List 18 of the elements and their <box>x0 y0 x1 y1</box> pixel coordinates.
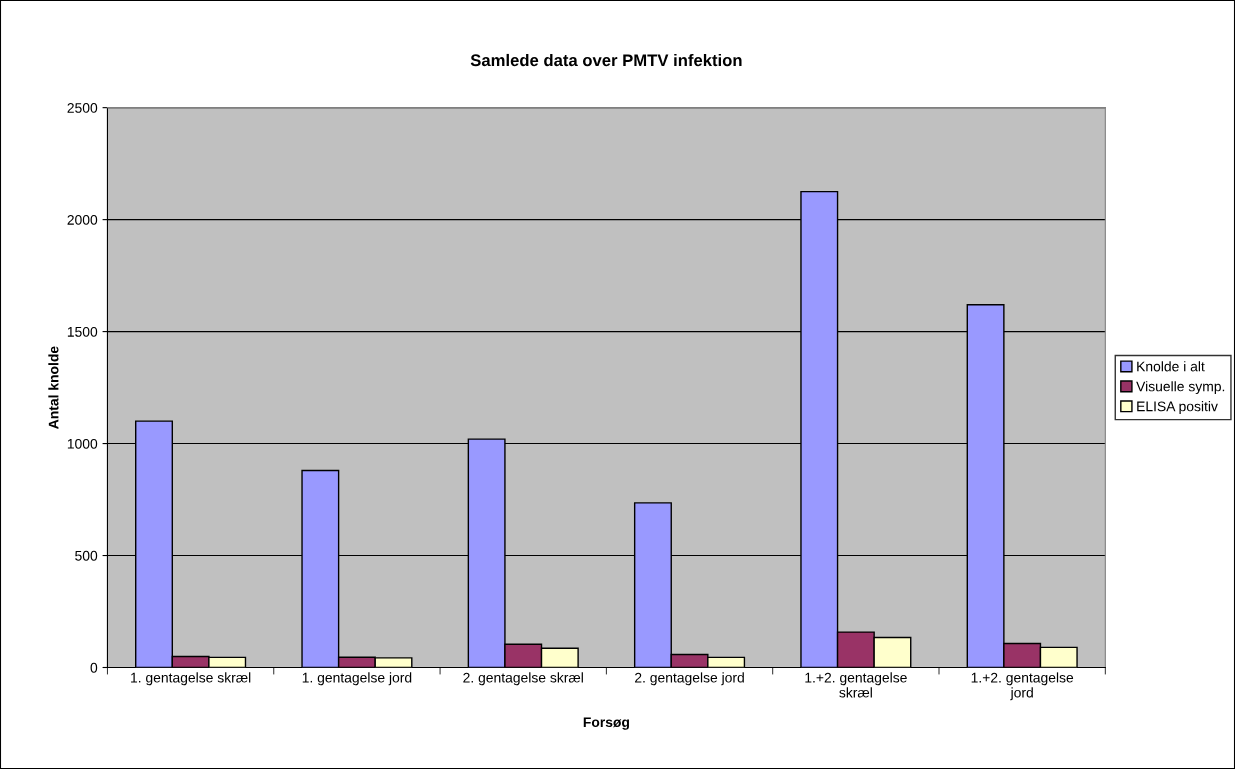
y-tick-label: 1000 <box>67 438 98 449</box>
y-tick-label: 0 <box>90 662 98 673</box>
x-tick-label: 2. gentagelse jord <box>635 672 744 686</box>
legend-label: Visuelle symp. <box>1136 381 1225 395</box>
x-tick-label: 1. gentagelse jord <box>302 672 412 686</box>
x-axis-title: Forsøg <box>583 717 629 730</box>
chart-title: Samlede data over PMTV infektion <box>470 53 742 67</box>
legend-label: ELISA positiv <box>1137 401 1218 415</box>
x-tick-label: 1. gentagelse skræl <box>131 672 251 686</box>
x-tick-label: 1.+2. gentagelse jord <box>971 672 1074 701</box>
legend-label: Knolde i alt <box>1137 361 1205 372</box>
y-tick-label: 1500 <box>67 326 98 337</box>
x-tick-label: 1.+2. gentagelse skræl <box>805 672 907 698</box>
y-tick-label: 500 <box>75 550 98 561</box>
y-tick-label: 2500 <box>67 102 98 113</box>
x-tick-label: 2. gentagelse skræl <box>463 672 583 686</box>
y-axis-title: Antal knolde <box>48 346 59 429</box>
y-tick-label: 2000 <box>67 214 98 225</box>
